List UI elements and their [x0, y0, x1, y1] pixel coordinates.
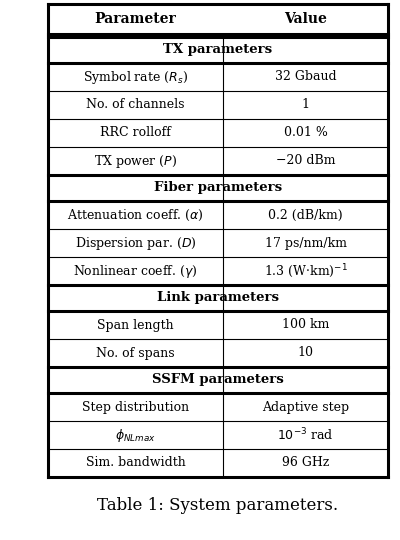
- Text: 96 GHz: 96 GHz: [282, 456, 329, 469]
- Text: Table 1: System parameters.: Table 1: System parameters.: [98, 496, 338, 514]
- Text: Attenuation coeff. ($\alpha$): Attenuation coeff. ($\alpha$): [67, 207, 204, 222]
- Text: Sim. bandwidth: Sim. bandwidth: [86, 456, 186, 469]
- Text: $\phi_{NLmax}$: $\phi_{NLmax}$: [115, 427, 156, 443]
- Text: −20 dBm: −20 dBm: [276, 154, 335, 167]
- Text: Link parameters: Link parameters: [157, 292, 279, 305]
- Text: 1.3 (W·km)$^{-1}$: 1.3 (W·km)$^{-1}$: [264, 262, 348, 280]
- Text: Step distribution: Step distribution: [82, 401, 189, 414]
- Text: Parameter: Parameter: [95, 12, 176, 26]
- Text: Symbol rate ($R_s$): Symbol rate ($R_s$): [83, 69, 188, 85]
- Text: TX power ($P$): TX power ($P$): [94, 152, 177, 170]
- Text: 0.01 %: 0.01 %: [284, 126, 328, 139]
- Text: 1: 1: [302, 98, 310, 111]
- Text: Value: Value: [284, 12, 327, 26]
- Text: $10^{-3}$ rad: $10^{-3}$ rad: [277, 427, 334, 443]
- Text: RRC rolloff: RRC rolloff: [100, 126, 171, 139]
- Text: No. of channels: No. of channels: [86, 98, 185, 111]
- Text: Nonlinear coeff. ($\gamma$): Nonlinear coeff. ($\gamma$): [73, 262, 198, 280]
- Text: TX parameters: TX parameters: [164, 44, 272, 57]
- Text: 10: 10: [298, 347, 314, 360]
- Text: 32 Gbaud: 32 Gbaud: [275, 71, 336, 84]
- Text: 100 km: 100 km: [282, 319, 329, 332]
- Text: Fiber parameters: Fiber parameters: [154, 181, 282, 194]
- Text: Span length: Span length: [97, 319, 174, 332]
- Text: SSFM parameters: SSFM parameters: [152, 374, 284, 387]
- Text: No. of spans: No. of spans: [96, 347, 175, 360]
- Text: Adaptive step: Adaptive step: [262, 401, 349, 414]
- Text: Dispersion par. ($D$): Dispersion par. ($D$): [75, 234, 196, 252]
- Text: 17 ps/nm/km: 17 ps/nm/km: [264, 237, 346, 249]
- Text: 0.2 (dB/km): 0.2 (dB/km): [268, 208, 343, 221]
